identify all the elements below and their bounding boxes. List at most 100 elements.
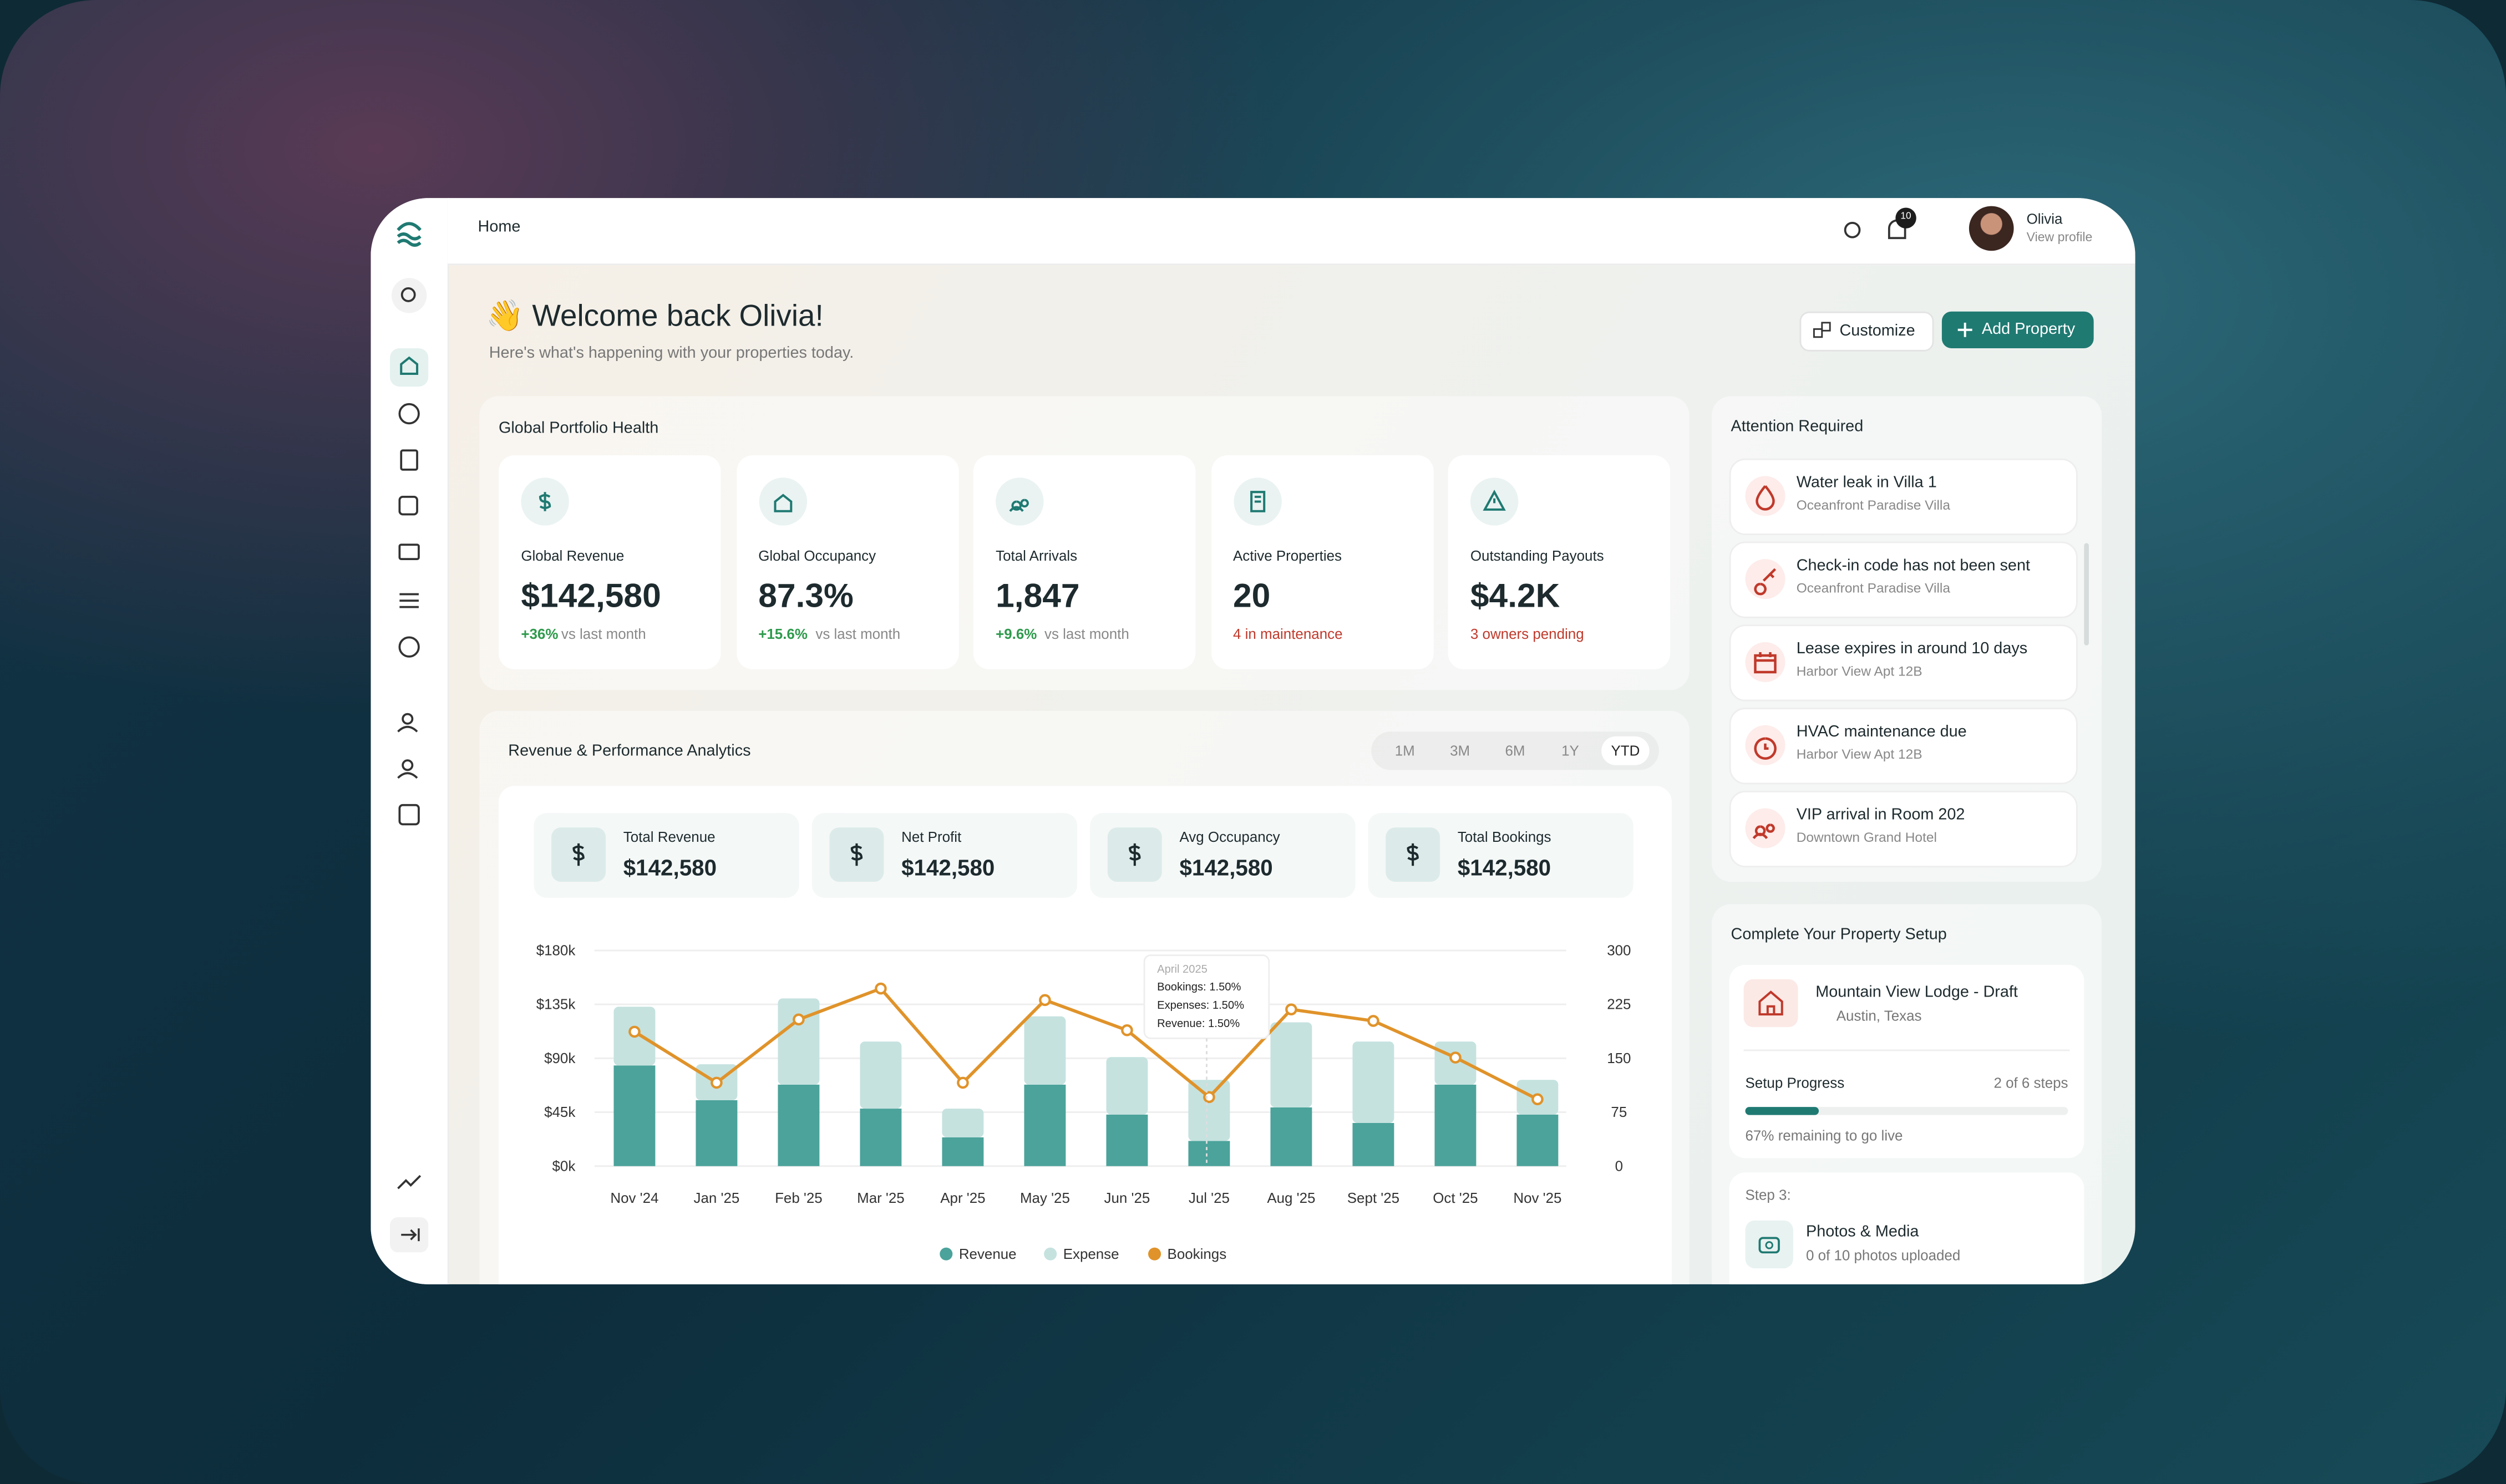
attention-item[interactable]: Check-in code has not been sent Oceanfron… xyxy=(1729,541,2078,618)
customize-button[interactable]: Customize xyxy=(1799,311,1934,352)
icon-svg xyxy=(1754,568,1777,596)
step-subtitle: 0 of 10 photos uploaded xyxy=(1805,1247,1961,1264)
x-tick-label: Apr '25 xyxy=(940,1191,985,1206)
y-tick-label: $0k xyxy=(552,1158,576,1174)
line-point xyxy=(1531,1093,1544,1106)
kpi-label: Outstanding Payouts xyxy=(1470,548,1604,564)
add-property-button[interactable]: Add Property xyxy=(1941,311,2094,348)
kpi-value: $142,580 xyxy=(521,578,661,615)
attention-icon xyxy=(1745,642,1785,682)
period-tab[interactable]: 6M xyxy=(1505,743,1525,759)
profile-link[interactable]: View profile xyxy=(2026,230,2093,245)
attention-icon xyxy=(1745,559,1785,599)
line-point xyxy=(1449,1051,1462,1064)
line xyxy=(633,987,1539,1101)
legend-swatch xyxy=(940,1247,953,1261)
legend-label: Expense xyxy=(1063,1247,1119,1262)
icon-path xyxy=(539,492,551,511)
y-tick-label: $90k xyxy=(544,1051,575,1066)
kpi-value: 20 xyxy=(1233,578,1271,615)
stat-value: $142,580 xyxy=(901,855,995,881)
kpi-label: Active Properties xyxy=(1233,548,1342,564)
app-window: Home 10 Olivia View profile 👋 Welcome ba… xyxy=(371,198,2135,1284)
x-tick-label: Nov '24 xyxy=(610,1191,658,1206)
logo xyxy=(397,222,422,247)
x-tick-label: Feb '25 xyxy=(775,1191,823,1206)
stat-icon-svg xyxy=(850,843,863,866)
property-location: Austin, Texas xyxy=(1836,1008,1922,1024)
line-point xyxy=(1039,994,1051,1007)
stat-box: Total Bookings $142,580 xyxy=(1368,813,1634,898)
search-icon[interactable] xyxy=(1844,221,1861,238)
x-tick-label: May '25 xyxy=(1020,1191,1070,1206)
tooltip-line: Expenses: 1.50% xyxy=(1157,999,1244,1012)
user-name[interactable]: Olivia xyxy=(2026,211,2063,227)
line-point xyxy=(793,1013,805,1026)
period-tab[interactable]: 1Y xyxy=(1561,743,1579,759)
icon-path xyxy=(773,494,792,512)
step-title: Photos & Media xyxy=(1805,1223,1919,1242)
attention-title: VIP arrival in Room 202 xyxy=(1796,806,1965,825)
kpi-note: vs last month xyxy=(815,626,901,642)
attention-item[interactable]: HVAC maintenance due Harbor View Apt 12B xyxy=(1729,708,2078,785)
search-button[interactable] xyxy=(391,278,427,313)
line-point xyxy=(1285,1003,1297,1015)
line-point xyxy=(957,1076,969,1089)
setup-card: Mountain View Lodge - Draft Austin, Texa… xyxy=(1729,964,2084,1158)
attention-subtitle: Harbor View Apt 12B xyxy=(1796,663,1922,679)
y2-tick-label: 225 xyxy=(1607,997,1631,1013)
icon-path xyxy=(1754,737,1777,760)
kpi-card: Active Properties 20 4 in maintenance xyxy=(1210,455,1433,669)
line-point xyxy=(628,1025,641,1038)
attention-item[interactable]: VIP arrival in Room 202 Downtown Grand Ho… xyxy=(1729,790,2078,868)
attention-title: Check-in code has not been sent xyxy=(1796,557,2031,575)
panel-title: Attention Required xyxy=(1731,418,1864,436)
legend-label: Bookings xyxy=(1168,1247,1227,1262)
setup-panel: Complete Your Property Setup Mountain Vi… xyxy=(1711,904,2102,1284)
nav-home[interactable] xyxy=(390,348,429,387)
analytics-panel: Revenue & Performance Analytics 1M 3M 6M 1Y… xyxy=(479,710,1690,1284)
welcome-subtitle: Here's what's happening with your proper… xyxy=(489,345,854,363)
dollar-icon xyxy=(1129,843,1141,866)
kpi-card: Total Arrivals 1,847 +9.6% vs last month xyxy=(973,455,1196,669)
period-tabs: 1M 3M 6M 1Y YTD xyxy=(1371,731,1659,770)
icon-path xyxy=(1754,568,1777,596)
attention-icon xyxy=(1745,476,1785,516)
tooltip-line: Revenue: 1.50% xyxy=(1157,1018,1240,1030)
legend-swatch xyxy=(1148,1247,1161,1261)
y2-tick-label: 0 xyxy=(1615,1158,1623,1174)
period-tab[interactable]: YTD xyxy=(1601,736,1650,765)
avatar[interactable] xyxy=(1969,206,2014,251)
bar-segment xyxy=(1188,1080,1230,1141)
collapse-icon xyxy=(401,1228,420,1242)
bar-segment xyxy=(1352,1122,1394,1166)
stat-icon-svg xyxy=(1129,843,1141,866)
y2-tick-label: 75 xyxy=(1611,1105,1627,1120)
icon-svg xyxy=(1754,737,1777,760)
x-tick-label: Aug '25 xyxy=(1267,1191,1315,1206)
x-tick-label: Oct '25 xyxy=(1433,1191,1478,1206)
period-tab[interactable]: 3M xyxy=(1450,743,1470,759)
attention-subtitle: Oceanfront Paradise Villa xyxy=(1796,580,1950,596)
welcome-title: 👋 Welcome back Olivia! xyxy=(485,300,824,334)
stat-box: Avg Occupancy $142,580 xyxy=(1090,813,1356,898)
attention-panel: Attention Required Water leak in Villa 1… xyxy=(1711,396,2102,882)
kpi-change: +15.6% xyxy=(758,626,808,642)
attention-item[interactable]: Lease expires in around 10 days Harbor Vi… xyxy=(1729,624,2078,702)
bar-segment xyxy=(1270,1107,1312,1166)
bar-segment xyxy=(860,1041,902,1109)
kpi-icon xyxy=(1233,477,1281,526)
bar-segment xyxy=(613,1065,656,1166)
kpi-icon xyxy=(996,477,1044,526)
attention-item[interactable]: Water leak in Villa 1 Oceanfront Paradise… xyxy=(1729,458,2078,535)
step-label: Step 3: xyxy=(1745,1187,1791,1203)
stat-label: Total Bookings xyxy=(1457,829,1551,845)
kpi-label: Total Arrivals xyxy=(996,548,1078,564)
kpi-note: vs last month xyxy=(561,626,646,642)
y2-tick-label: 300 xyxy=(1607,943,1631,959)
period-tab[interactable]: 1M xyxy=(1394,743,1415,759)
bar-segment xyxy=(860,1109,902,1166)
stat-label: Net Profit xyxy=(901,829,962,845)
